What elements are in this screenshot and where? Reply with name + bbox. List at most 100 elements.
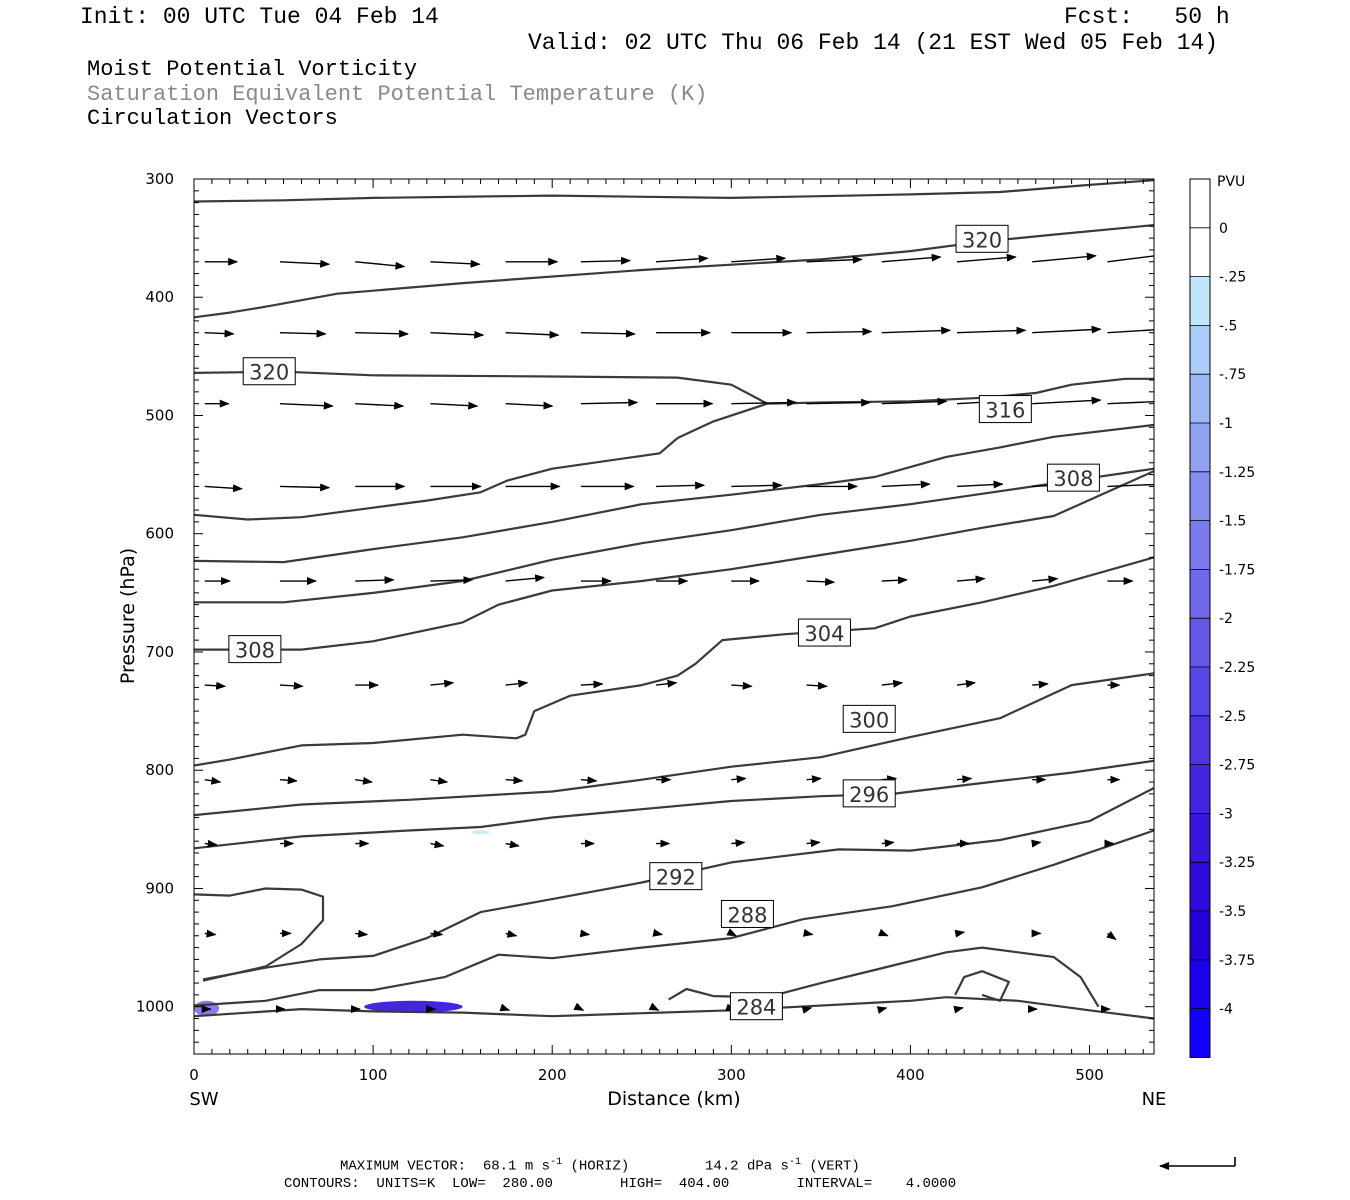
theta-contour-304	[194, 556, 1154, 767]
horiz-unit: m s	[524, 1158, 551, 1175]
vert-max-value: 14.2	[704, 1158, 739, 1175]
colorbar-label: -2.5	[1219, 709, 1246, 725]
contour-label: 316	[985, 399, 1025, 423]
colorbar-swatch	[1190, 813, 1210, 863]
circulation-vector	[499, 1003, 511, 1012]
colorbar-swatch	[1190, 423, 1210, 472]
y-tick-label: 1000	[136, 998, 174, 1016]
colorbar-swatch	[1190, 618, 1210, 667]
circulation-vector	[505, 840, 520, 849]
colorbar-label: -2	[1219, 611, 1233, 627]
contour-label: 320	[962, 228, 1002, 252]
colorbar-swatch	[1190, 764, 1210, 814]
colorbar-label: -1.5	[1219, 514, 1246, 530]
circulation-vector	[355, 776, 373, 785]
colorbar-swatch	[1190, 471, 1210, 521]
circulation-vector	[505, 330, 560, 339]
contour-label: 308	[235, 639, 275, 663]
init-time: Init: 00 UTC Tue 04 Feb 14	[80, 4, 439, 30]
x-tick-label: 0	[189, 1066, 199, 1084]
circulation-vector	[355, 929, 369, 938]
x-tick-label: 100	[359, 1066, 388, 1084]
circulation-vector	[505, 679, 529, 688]
y-tick-label: 300	[145, 170, 174, 188]
circulation-vector	[731, 481, 783, 490]
circulation-vector	[652, 928, 664, 937]
circulation-vector	[279, 329, 327, 338]
circulation-vector	[279, 681, 304, 690]
circulation-vector	[806, 398, 872, 407]
mpv-shading	[194, 830, 490, 1017]
circulation-vector	[204, 484, 243, 493]
y-tick-label: 900	[145, 879, 174, 897]
contour-label-box	[1046, 463, 1100, 492]
circulation-vector	[876, 1006, 888, 1014]
theta-contour-288	[668, 946, 1100, 1008]
colorbar-swatch	[1190, 374, 1210, 423]
theta-contour-284	[194, 996, 1154, 1020]
colorbar-label: -1.75	[1219, 562, 1255, 578]
circulation-vector	[355, 261, 406, 270]
circulation-vector	[204, 776, 222, 785]
colorbar-swatch	[1190, 520, 1210, 570]
contour-label: 308	[1053, 467, 1093, 491]
circulation-vector	[806, 327, 873, 336]
y-tick-label: 400	[145, 288, 174, 306]
circulation-vector	[731, 775, 747, 784]
circulation-vector	[656, 679, 678, 688]
x-axis-title: Distance (km)	[607, 1088, 740, 1110]
circulation-vector	[731, 839, 746, 848]
axis-tick-labels: 0 100 200 300 400 500 300 400 500 600 700 800 900 100…	[136, 170, 1104, 1084]
colorbar-swatch	[1190, 862, 1210, 911]
contour-label-box	[720, 899, 774, 928]
vert-unit-exponent: -1	[788, 1157, 801, 1168]
colorbar-label: -1	[1219, 416, 1233, 432]
circulation-vector	[956, 775, 973, 784]
circulation-vector	[279, 259, 331, 268]
circulation-vector	[204, 681, 227, 690]
colorbar-label: -3	[1219, 806, 1233, 822]
circulation-vector	[279, 776, 298, 785]
colorbar-frame	[1189, 178, 1211, 1058]
colorbar-swatch	[1190, 276, 1210, 326]
vert-tag: (VERT)	[809, 1158, 860, 1175]
theta-es-contours	[194, 179, 1154, 1020]
circulation-vector	[881, 839, 895, 848]
circulation-vector	[204, 839, 218, 848]
circulation-vector	[430, 776, 449, 785]
circulation-vector	[881, 576, 908, 585]
theta-contour-324	[194, 179, 1154, 203]
y-tick-label: 800	[145, 761, 174, 779]
theta-contour-316	[677, 377, 1154, 439]
colorbar-swatch	[1190, 1008, 1210, 1058]
circulation-vector	[881, 253, 942, 263]
circulation-vector	[881, 397, 948, 406]
circulation-vector	[956, 480, 1004, 489]
colorbar-label: -4	[1219, 1002, 1233, 1018]
theta-contour-312	[194, 423, 1154, 564]
y-tick-label: 500	[145, 406, 174, 424]
theta-contour-292	[202, 787, 1154, 981]
contour-label-box	[842, 704, 896, 733]
circulation-vector	[1032, 680, 1049, 689]
x-tick-label: 400	[896, 1066, 925, 1084]
circulation-vector	[731, 254, 787, 263]
colorbar-label: -2.75	[1219, 758, 1255, 774]
circulation-vector	[881, 480, 931, 489]
colorbar-label: -3.75	[1219, 953, 1255, 969]
colorbar-label: 0	[1219, 221, 1228, 237]
contour-label-box	[842, 779, 896, 808]
theta-contour-312	[194, 437, 679, 521]
theta-contour-296	[194, 759, 1154, 850]
contour-label: 284	[736, 996, 776, 1020]
circulation-vector	[806, 839, 821, 848]
circulation-vector	[1107, 483, 1154, 488]
circulation-vector	[430, 840, 445, 849]
circulation-vector	[1032, 575, 1059, 584]
circulation-vector	[430, 576, 474, 585]
contour-label-box	[228, 635, 282, 664]
theta-contour-292	[194, 887, 325, 982]
x-left-label: SW	[189, 1089, 218, 1110]
x-tick-label: 200	[538, 1066, 567, 1084]
